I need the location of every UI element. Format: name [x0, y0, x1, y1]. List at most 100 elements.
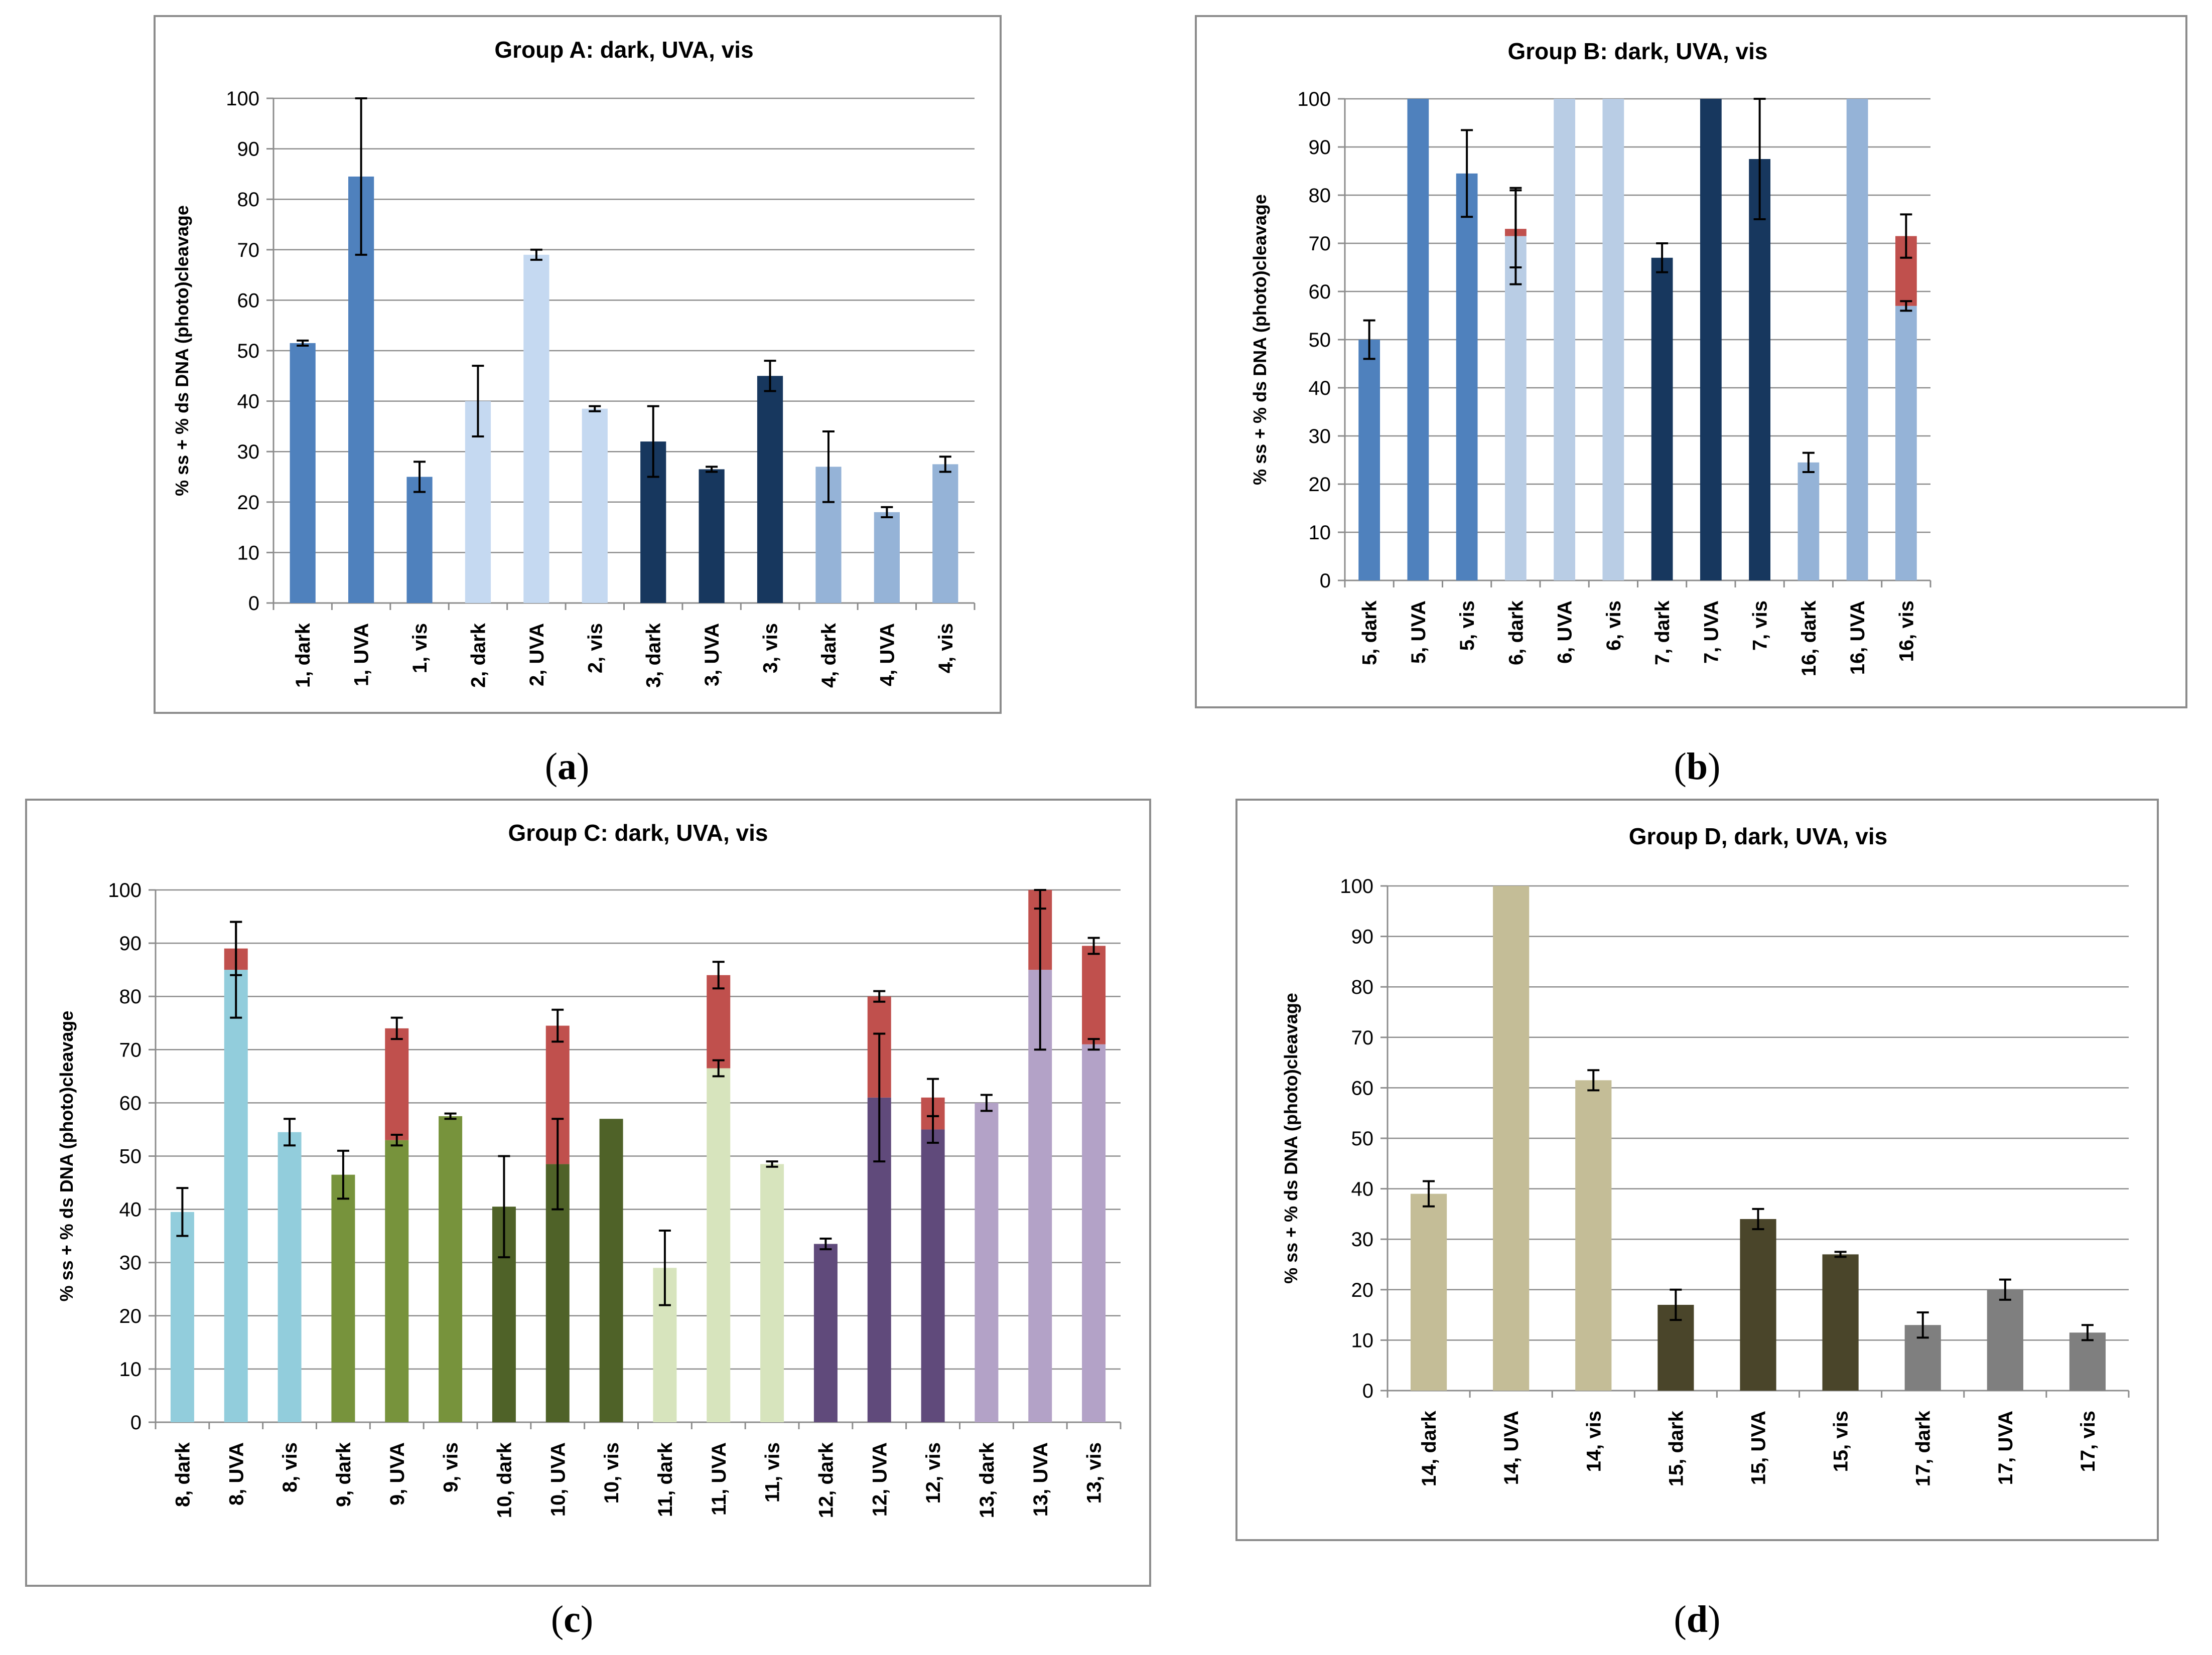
y-tick-label: 90: [1351, 926, 1374, 948]
y-tick-label: 30: [119, 1252, 142, 1274]
y-tick-label: 70: [1351, 1027, 1374, 1049]
x-category-label: 4, vis: [935, 623, 957, 673]
y-tick-label: 0: [1362, 1380, 1373, 1402]
bar-a-ss-10: [874, 512, 900, 603]
x-category-label: 13, vis: [1083, 1442, 1105, 1503]
x-category-label: 12, dark: [815, 1442, 837, 1518]
x-category-label: 1, vis: [409, 623, 431, 673]
y-tick-label: 90: [119, 933, 142, 955]
x-category-label: 10, UVA: [547, 1442, 569, 1517]
y-tick-label: 10: [1309, 522, 1331, 544]
bar-d-ss-1: [1493, 886, 1530, 1391]
y-tick-label: 20: [119, 1305, 142, 1327]
y-tick-label: 0: [248, 592, 259, 615]
x-category-label: 2, UVA: [526, 623, 548, 686]
y-tick-label: 60: [1351, 1077, 1374, 1099]
bar-b-ss-11: [1895, 306, 1917, 580]
y-tick-label: 30: [237, 441, 260, 463]
x-category-label: 6, dark: [1505, 600, 1527, 665]
panel-label-d: (d): [1674, 1598, 1721, 1640]
y-tick-label: 60: [119, 1092, 142, 1114]
y-tick-label: 0: [1320, 570, 1331, 592]
x-category-label: 5, dark: [1359, 600, 1381, 665]
x-category-label: 2, vis: [584, 623, 606, 673]
y-tick-label: 30: [1351, 1229, 1374, 1251]
bar-b-ss-8: [1749, 159, 1771, 580]
bar-b-ss-3: [1504, 236, 1527, 581]
bar-d-ss-2: [1575, 1080, 1612, 1391]
y-tick-label: 70: [237, 239, 260, 261]
bar-d-ss-7: [1987, 1289, 2023, 1391]
bar-c-ss-17: [1082, 1044, 1106, 1422]
x-category-label: 2, dark: [467, 623, 489, 688]
bar-a-ss-11: [932, 464, 958, 603]
x-category-label: 3, dark: [643, 623, 665, 688]
y-tick-label: 80: [237, 189, 260, 211]
y-tick-label: 10: [237, 542, 260, 564]
x-category-label: 6, UVA: [1554, 600, 1576, 664]
x-category-label: 5, vis: [1456, 600, 1478, 651]
y-axis-label: % ss + % ds DNA (photo)cleavage: [1250, 194, 1270, 485]
x-category-label: 10, dark: [493, 1442, 515, 1518]
bar-d-ss-4: [1740, 1219, 1776, 1391]
x-category-label: 13, UVA: [1030, 1442, 1052, 1517]
x-category-label: 8, UVA: [225, 1442, 247, 1506]
x-category-label: 16, UVA: [1847, 600, 1869, 675]
y-tick-label: 20: [1309, 474, 1331, 496]
chart-title: Group D, dark, UVA, vis: [1629, 823, 1887, 849]
x-category-label: 1, dark: [292, 623, 314, 688]
y-tick-label: 50: [1351, 1128, 1374, 1150]
bar-c-ss-14: [921, 1129, 945, 1422]
x-category-label: 4, dark: [818, 623, 840, 688]
bar-a-ss-8: [757, 376, 783, 603]
bar-c-ss-3: [331, 1174, 355, 1422]
y-tick-label: 10: [119, 1359, 142, 1381]
y-tick-label: 90: [237, 138, 260, 161]
x-category-label: 11, vis: [762, 1442, 784, 1502]
bar-b-ss-2: [1456, 173, 1478, 580]
x-category-label: 12, UVA: [869, 1442, 891, 1517]
y-tick-label: 40: [1351, 1178, 1374, 1200]
chart-title: Group A: dark, UVA, vis: [494, 37, 753, 63]
bar-c-ss-12: [813, 1244, 838, 1422]
bar-a-ss-2: [406, 477, 433, 603]
y-tick-label: 50: [1309, 329, 1331, 351]
panel-label-c: (c): [550, 1598, 594, 1640]
bar-a-ss-0: [290, 343, 316, 603]
x-category-label: 17, UVA: [1995, 1411, 2017, 1485]
y-axis-label: % ss + % ds DNA (photo)cleavage: [1281, 993, 1301, 1284]
x-category-label: 5, UVA: [1408, 600, 1430, 664]
y-tick-label: 60: [1309, 281, 1331, 303]
x-category-label: 10, vis: [601, 1442, 623, 1503]
bar-c-ss-4: [385, 1140, 409, 1422]
bar-b-ss-10: [1846, 99, 1868, 580]
bar-c-ds-4: [385, 1028, 409, 1140]
y-tick-label: 40: [1309, 377, 1331, 399]
x-category-label: 9, UVA: [386, 1442, 408, 1506]
x-category-label: 9, vis: [440, 1442, 462, 1492]
bar-a-ss-7: [699, 469, 725, 603]
chart-title: Group C: dark, UVA, vis: [508, 820, 768, 846]
bar-c-ds-17: [1082, 946, 1106, 1044]
bar-c-ss-11: [760, 1164, 784, 1422]
bar-d-ss-5: [1822, 1254, 1859, 1391]
chart-frame: [1235, 799, 2159, 1541]
bar-c-ss-0: [170, 1212, 194, 1422]
bar-a-ss-4: [523, 254, 549, 603]
panel-label-b: (b): [1674, 745, 1721, 788]
bar-b-ss-4: [1554, 99, 1576, 580]
bar-b-ss-1: [1407, 99, 1429, 580]
bar-c-ss-1: [224, 970, 248, 1422]
bar-b-ss-7: [1700, 99, 1722, 580]
x-category-label: 1, UVA: [351, 623, 373, 686]
x-category-label: 7, dark: [1651, 600, 1674, 665]
y-tick-label: 70: [1309, 233, 1331, 255]
y-tick-label: 60: [237, 289, 260, 312]
bar-b-ss-9: [1798, 462, 1820, 580]
y-tick-label: 80: [1351, 976, 1374, 998]
y-tick-label: 100: [108, 879, 142, 901]
